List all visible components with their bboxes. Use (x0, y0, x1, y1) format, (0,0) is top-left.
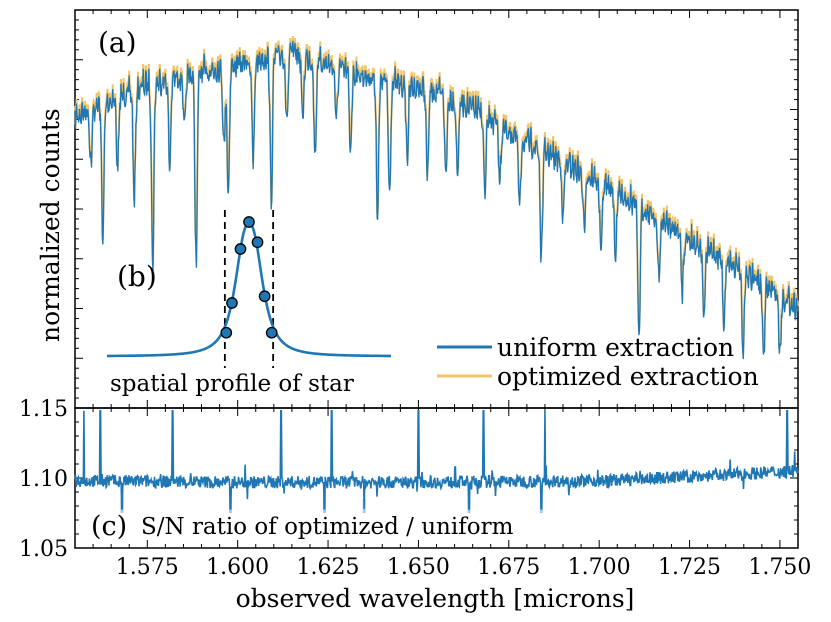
panel-c-label: (c) (91, 511, 127, 542)
x-tick-label: 1.750 (748, 555, 811, 580)
panel-c-snr (74, 409, 799, 513)
x-axis-label: observed wavelength [microns] (236, 584, 635, 613)
profile-point (234, 243, 247, 255)
x-tick-label: 1.675 (477, 555, 540, 580)
panel-a-label: (a) (98, 26, 137, 59)
x-tick-label: 1.700 (568, 555, 631, 580)
profile-point (258, 290, 271, 303)
panel-a-ylabel: normalized counts (36, 108, 65, 342)
y-tick-label: 1.05 (19, 537, 68, 562)
panel-c-y-tick-labels: 1.05 1.10 1.15 (19, 397, 68, 562)
profile-point (251, 236, 264, 249)
panel-b-label: (b) (117, 260, 157, 293)
snr-ratio-line (74, 409, 799, 510)
profile-point (243, 216, 255, 228)
profile-point (220, 326, 233, 339)
legend-uniform-label: uniform extraction (497, 333, 734, 362)
profile-point (226, 297, 238, 309)
panel-c-caption: S/N ratio of optimized / uniform (141, 514, 514, 540)
legend-optimized-label: optimized extraction (497, 362, 759, 391)
x-tick-label: 1.725 (658, 555, 721, 580)
y-tick-label: 1.10 (19, 467, 68, 492)
uniform-extraction-line (74, 40, 799, 360)
panel-a-spectra (74, 36, 799, 360)
x-tick-labels: 1.575 1.600 1.625 1.650 1.675 1.700 1.725 1.750 (116, 555, 812, 580)
panel-b-caption: spatial profile of star (110, 371, 354, 397)
x-tick-label: 1.600 (206, 555, 269, 580)
profile-point (265, 326, 278, 339)
x-tick-label: 1.575 (116, 555, 179, 580)
x-tick-label: 1.650 (387, 555, 450, 580)
x-tick-label: 1.625 (297, 555, 360, 580)
panel-b-profile (106, 210, 392, 368)
y-tick-label: 1.15 (19, 397, 68, 422)
